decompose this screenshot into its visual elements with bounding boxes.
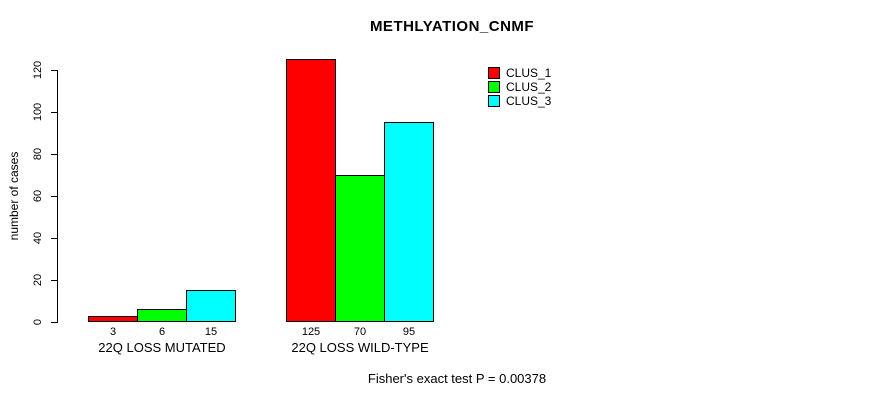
bar-clus_3-group1 [186, 290, 236, 322]
legend-label: CLUS_1 [506, 66, 552, 80]
y-tick-mark [51, 322, 58, 323]
bar-clus_3-group2 [384, 122, 434, 322]
bar-clus_2-group1 [137, 309, 187, 322]
chart-title: METHLYATION_CNMF [369, 18, 535, 35]
y-tick-label: 60 [32, 189, 44, 203]
legend: CLUS_1 CLUS_2 CLUS_3 [488, 66, 551, 108]
legend-label: CLUS_3 [506, 94, 552, 108]
legend-item: CLUS_1 [488, 66, 551, 80]
bar-value-label: 70 [353, 326, 367, 338]
y-tick-label: 100 [32, 102, 44, 122]
bar-value-label: 3 [109, 326, 117, 338]
legend-swatch-clus_2 [488, 81, 500, 93]
annotation-text: Fisher's exact test P = 0.00378 [367, 371, 547, 386]
bar-clus_1-group2 [286, 59, 336, 322]
y-tick-mark [51, 238, 58, 239]
y-axis-label: number of cases [7, 151, 21, 241]
bar-clus_1-group1 [88, 316, 138, 322]
legend-swatch-clus_3 [488, 95, 500, 107]
x-category-label: 22Q LOSS MUTATED [98, 340, 226, 355]
y-tick-mark [51, 154, 58, 155]
legend-item: CLUS_2 [488, 80, 551, 94]
y-tick-label: 80 [32, 147, 44, 161]
y-tick-mark [51, 196, 58, 197]
bar-value-label: 15 [204, 326, 218, 338]
bar-value-label: 6 [158, 326, 166, 338]
y-tick-label: 0 [32, 318, 44, 326]
y-tick-label: 40 [32, 231, 44, 245]
y-tick-label: 20 [32, 273, 44, 287]
x-category-label: 22Q LOSS WILD-TYPE [291, 340, 429, 355]
y-tick-mark [51, 280, 58, 281]
y-tick-label: 120 [32, 60, 44, 80]
y-tick-mark [51, 112, 58, 113]
legend-label: CLUS_2 [506, 80, 552, 94]
bar-value-label: 95 [402, 326, 416, 338]
bar-value-label: 125 [301, 326, 321, 338]
y-tick-mark [51, 70, 58, 71]
legend-swatch-clus_1 [488, 67, 500, 79]
legend-item: CLUS_3 [488, 94, 551, 108]
bar-clus_2-group2 [335, 175, 385, 322]
